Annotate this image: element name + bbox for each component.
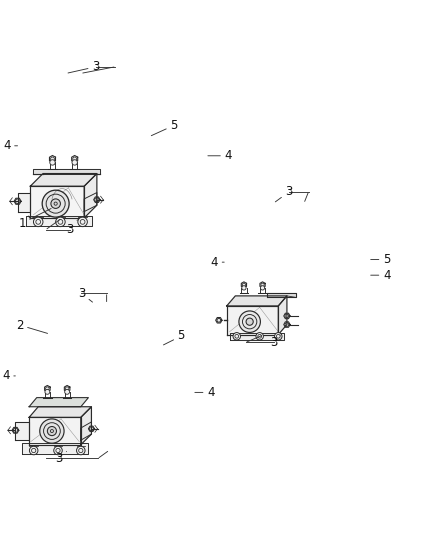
Text: 3: 3 [55, 451, 67, 465]
Polygon shape [241, 282, 247, 288]
Polygon shape [284, 322, 290, 327]
Polygon shape [45, 385, 50, 392]
Circle shape [65, 390, 70, 394]
Text: 4: 4 [371, 269, 390, 281]
Circle shape [33, 217, 43, 227]
Polygon shape [14, 198, 21, 204]
Polygon shape [88, 426, 95, 431]
Text: 4: 4 [195, 386, 215, 399]
Polygon shape [215, 318, 222, 323]
Polygon shape [267, 293, 296, 297]
Polygon shape [29, 398, 88, 407]
Polygon shape [18, 192, 30, 212]
Polygon shape [29, 407, 92, 417]
Circle shape [50, 160, 55, 165]
Text: 3: 3 [270, 335, 280, 349]
Text: 5: 5 [163, 329, 185, 345]
Polygon shape [30, 186, 84, 218]
Circle shape [54, 446, 62, 455]
Polygon shape [230, 333, 284, 340]
Circle shape [72, 160, 78, 165]
Polygon shape [33, 169, 100, 174]
Polygon shape [25, 216, 92, 226]
Text: 5: 5 [151, 119, 178, 136]
Polygon shape [94, 197, 100, 203]
Circle shape [233, 333, 240, 340]
Text: 3: 3 [276, 185, 293, 202]
Polygon shape [29, 417, 81, 445]
Circle shape [256, 333, 263, 340]
Text: 4: 4 [2, 369, 15, 382]
Circle shape [29, 446, 38, 455]
Circle shape [261, 286, 265, 290]
Polygon shape [21, 443, 88, 454]
Polygon shape [81, 422, 92, 440]
Polygon shape [12, 427, 19, 433]
Circle shape [275, 333, 282, 340]
Polygon shape [72, 156, 78, 163]
Polygon shape [227, 296, 287, 306]
Circle shape [47, 426, 57, 435]
Text: 4: 4 [211, 256, 224, 269]
Circle shape [56, 217, 65, 227]
Circle shape [246, 318, 253, 325]
Circle shape [42, 190, 69, 217]
Text: 3: 3 [78, 287, 92, 302]
Circle shape [45, 390, 50, 394]
Text: 3: 3 [66, 220, 78, 236]
Polygon shape [84, 174, 97, 218]
Circle shape [78, 217, 87, 227]
Text: 1: 1 [18, 208, 51, 230]
Text: 2: 2 [16, 319, 48, 334]
Text: 4: 4 [3, 139, 18, 152]
Polygon shape [284, 313, 290, 319]
Polygon shape [84, 192, 97, 212]
Polygon shape [81, 407, 92, 445]
Text: 3: 3 [68, 60, 99, 73]
Circle shape [242, 286, 246, 290]
Polygon shape [227, 306, 278, 335]
Polygon shape [260, 282, 265, 288]
Circle shape [239, 311, 261, 333]
Circle shape [40, 419, 64, 443]
Circle shape [51, 199, 60, 208]
Text: 4: 4 [208, 149, 232, 162]
Polygon shape [278, 296, 287, 335]
Text: 5: 5 [371, 253, 390, 266]
Polygon shape [30, 174, 97, 186]
Polygon shape [49, 156, 56, 163]
Circle shape [77, 446, 85, 455]
Polygon shape [64, 385, 70, 392]
Polygon shape [15, 422, 29, 440]
